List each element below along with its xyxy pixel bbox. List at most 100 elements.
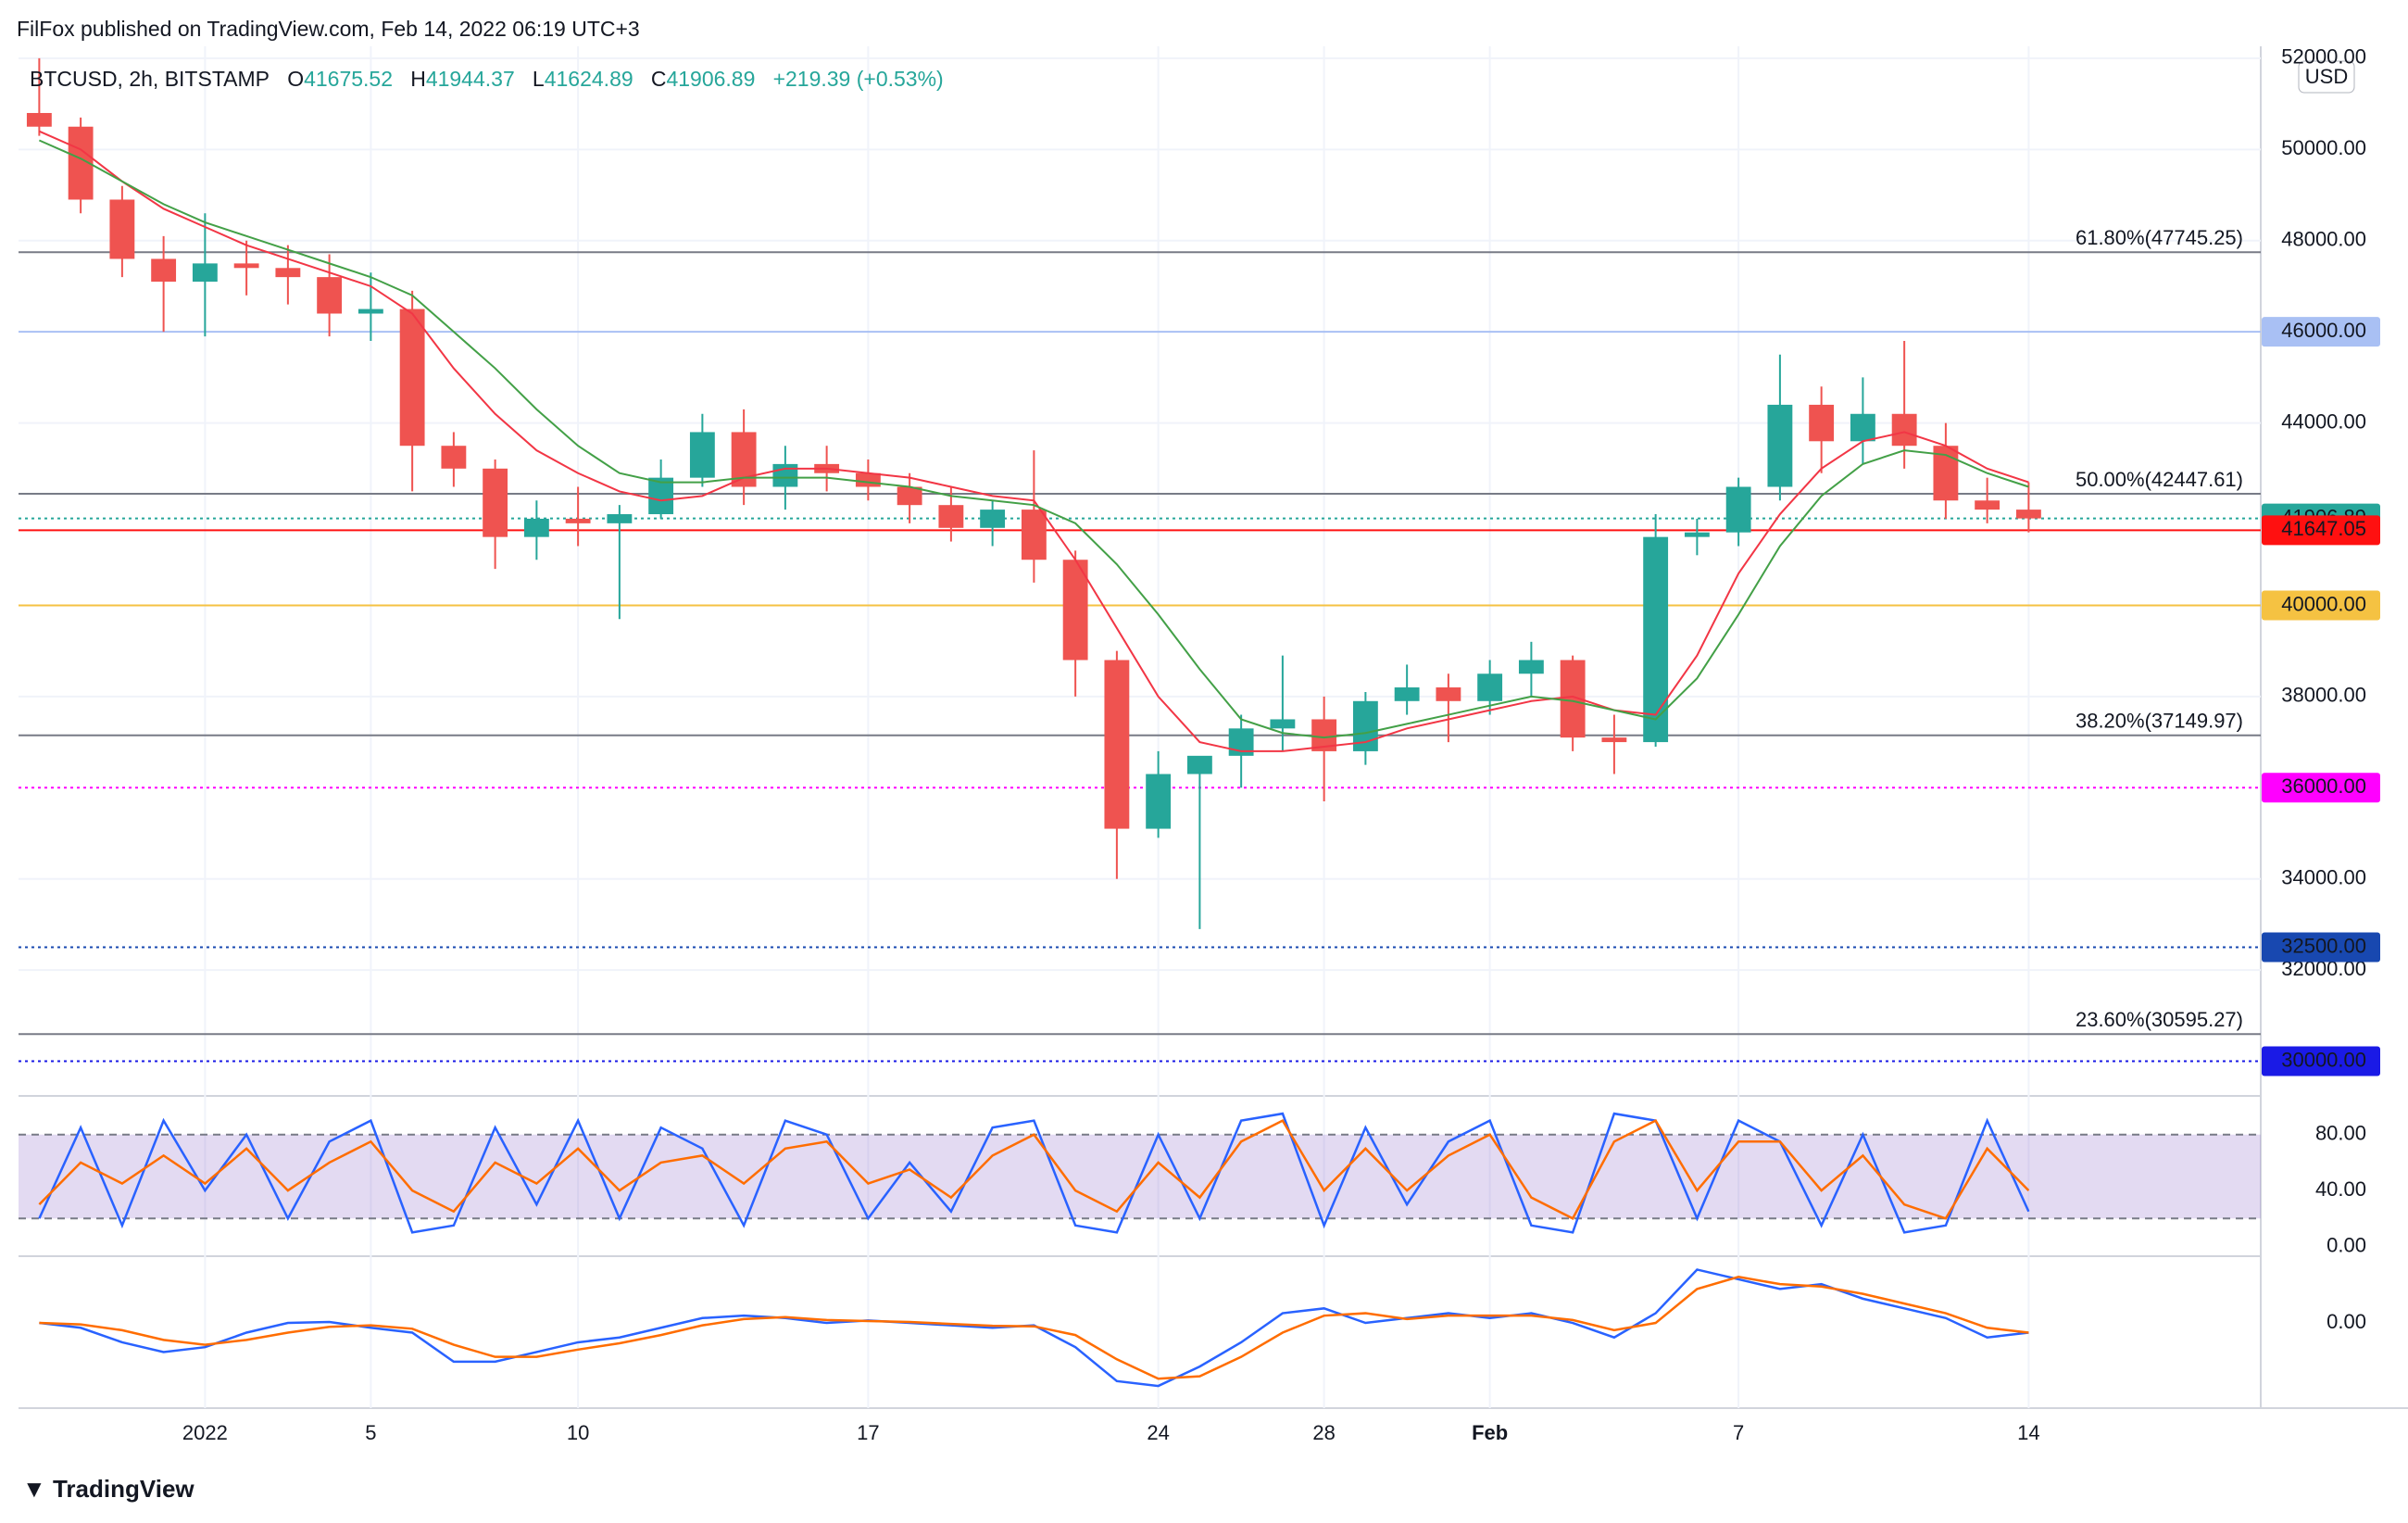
price-label: 46000.00 [2281, 319, 2366, 342]
candle-body [897, 486, 922, 506]
candle-body [980, 510, 1006, 528]
y-tick-label: 32000.00 [2281, 957, 2366, 980]
candle-body [772, 463, 798, 487]
candle-body [1436, 687, 1461, 701]
price-label: 32500.00 [2281, 934, 2366, 957]
candle-body [399, 308, 425, 447]
candle-body [1975, 500, 2000, 510]
currency: USD [2305, 65, 2348, 88]
currency-box [2298, 60, 2355, 94]
candle-body [1933, 446, 1959, 501]
candle-body [1767, 404, 1793, 487]
candle-body [1104, 660, 1130, 829]
candle-body [689, 432, 715, 478]
fib-label: 61.80%(47745.25) [2076, 226, 2243, 249]
candle-body [1146, 774, 1172, 829]
y-tick-label: 52000.00 [2281, 45, 2366, 69]
legend: BTCUSD, 2h, BITSTAMP O41675.52 H41944.37… [30, 67, 944, 92]
candle-body [317, 277, 343, 314]
candle-body [1062, 560, 1088, 661]
x-tick-label: 14 [2017, 1421, 2039, 1444]
fib-label: 50.00%(42447.61) [2076, 468, 2243, 491]
x-tick-label: 7 [1733, 1421, 1744, 1444]
moving-average [38, 130, 2029, 752]
fib-label: 38.20%(37149.97) [2076, 710, 2243, 733]
price-label: 40000.00 [2281, 592, 2366, 615]
h-label: H [410, 67, 426, 91]
moving-average [38, 139, 2029, 739]
price-label-box [2262, 932, 2380, 963]
candle-body [1186, 755, 1212, 774]
candle-body [565, 518, 591, 523]
price-label-box [2262, 590, 2380, 621]
candle-body [855, 472, 881, 487]
y-tick-label: 44000.00 [2281, 409, 2366, 433]
indicator-line [39, 1268, 2029, 1388]
close: 41906.89 [666, 67, 756, 91]
high: 41944.37 [425, 67, 515, 91]
y-tick-label: 34000.00 [2281, 866, 2366, 889]
candle-body [1643, 536, 1669, 743]
candle-body [1228, 728, 1254, 756]
candle-body [109, 199, 135, 259]
candle-body [1684, 532, 1710, 537]
x-tick-label: 28 [1312, 1421, 1335, 1444]
x-tick-label: Feb [1472, 1421, 1508, 1444]
candle-body [68, 126, 94, 200]
publish-info: FilFox published on TradingView.com, Feb… [17, 17, 640, 41]
candle-body [233, 263, 259, 269]
candle-body [1311, 719, 1337, 751]
price-label: 41906.89 [2281, 505, 2366, 528]
price-label: 36000.00 [2281, 774, 2366, 798]
price-label-box [2262, 1046, 2380, 1076]
candle-body [1601, 737, 1627, 743]
y-tick-label: 40.00 [2315, 1177, 2366, 1201]
candle-body [814, 463, 840, 473]
candle-body [1725, 486, 1751, 533]
x-tick-label: 24 [1147, 1421, 1169, 1444]
y-tick-label: 50000.00 [2281, 136, 2366, 159]
candle-body [1850, 413, 1875, 442]
candle-body [1891, 413, 1917, 447]
x-tick-label: 5 [365, 1421, 376, 1444]
candle-body [26, 112, 52, 127]
low: 41624.89 [544, 67, 633, 91]
candle-body [151, 258, 177, 283]
logo: ▼ TradingView [22, 1475, 194, 1503]
candle-body [357, 308, 383, 314]
y-tick-label: 0.00 [2326, 1233, 2366, 1256]
x-tick-label: 10 [567, 1421, 589, 1444]
candle-body [731, 432, 757, 487]
candle-body [1394, 687, 1420, 701]
price-label: 30000.00 [2281, 1048, 2366, 1071]
y-tick-label: 48000.00 [2281, 228, 2366, 251]
candle-body [2015, 510, 2041, 519]
indicator-line [38, 1118, 2030, 1220]
candle-body [523, 518, 549, 537]
indicator-line [39, 1276, 2029, 1380]
indicator-line [38, 1112, 2030, 1234]
x-tick-label: 17 [857, 1421, 879, 1444]
candle-body [192, 263, 218, 283]
band [19, 1134, 2261, 1219]
candle-body [1270, 719, 1296, 729]
x-tick-label: 2022 [182, 1421, 228, 1444]
price-label-box [2262, 503, 2380, 534]
price-label-box [2262, 317, 2380, 347]
candle-body [275, 268, 301, 278]
candle-body [1809, 404, 1835, 442]
candle-body [441, 446, 467, 469]
price-label-box [2262, 773, 2380, 803]
candle-body [648, 477, 674, 515]
y-tick-label: 80.00 [2315, 1122, 2366, 1145]
candle-body [1560, 660, 1586, 738]
candle-body [607, 514, 633, 523]
price-label: 41647.05 [2281, 517, 2366, 540]
y-tick-label: 0.00 [2326, 1310, 2366, 1333]
candle-body [1021, 510, 1047, 560]
o-label: O [287, 67, 305, 91]
y-tick-label: 38000.00 [2281, 684, 2366, 707]
price-label-box [2262, 515, 2380, 546]
fib-label: 23.60%(30595.27) [2076, 1008, 2243, 1031]
